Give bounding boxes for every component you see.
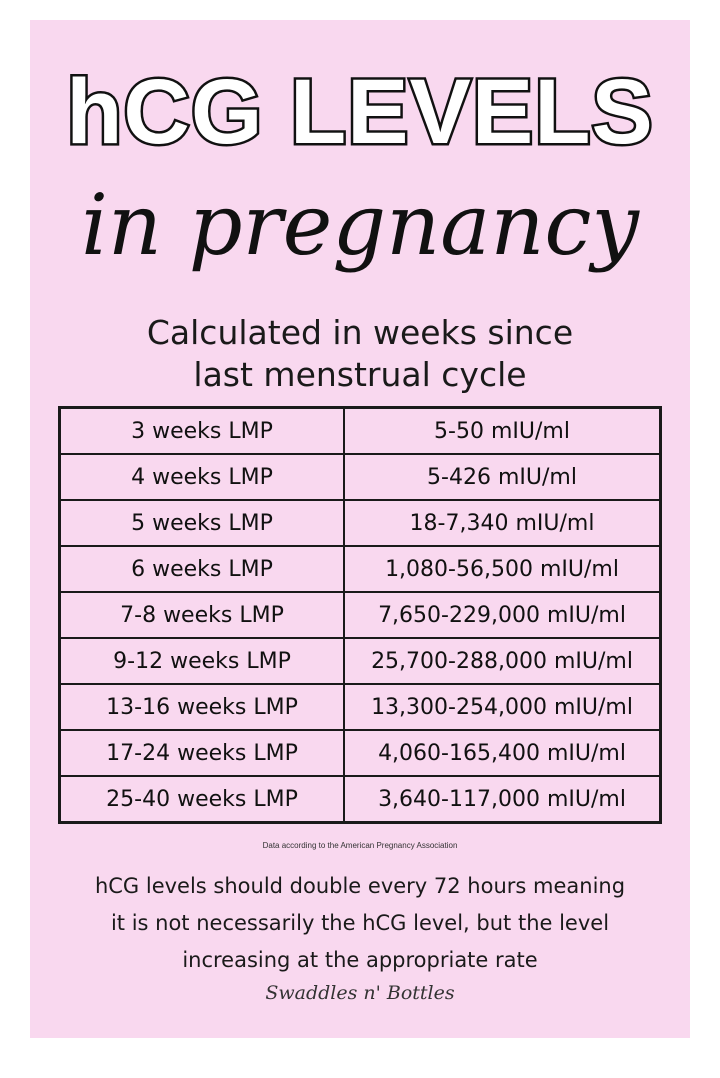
level-cell: 5-426 mIU/ml	[343, 453, 662, 501]
brand-signature: Swaddles n' Bottles	[265, 982, 455, 1004]
table-row: 13-16 weeks LMP 13,300-254,000 mIU/ml	[58, 683, 662, 731]
weeks-cell: 25-40 weeks LMP	[58, 775, 345, 824]
level-cell: 7,650-229,000 mIU/ml	[343, 591, 662, 639]
table-row: 5 weeks LMP 18-7,340 mIU/ml	[58, 499, 662, 547]
level-cell: 13,300-254,000 mIU/ml	[343, 683, 662, 731]
table-row: 9-12 weeks LMP 25,700-288,000 mIU/ml	[58, 637, 662, 685]
level-cell: 4,060-165,400 mIU/ml	[343, 729, 662, 777]
source-note: Data according to the American Pregnancy…	[262, 841, 458, 850]
table-row: 7-8 weeks LMP 7,650-229,000 mIU/ml	[58, 591, 662, 639]
infographic-card: hCG LEVELS in pregnancy Calculated in we…	[30, 20, 690, 1038]
weeks-cell: 13-16 weeks LMP	[58, 683, 345, 731]
level-cell: 18-7,340 mIU/ml	[343, 499, 662, 547]
level-cell: 5-50 mIU/ml	[343, 406, 662, 455]
doubling-note: hCG levels should double every 72 hours …	[50, 868, 670, 979]
level-cell: 25,700-288,000 mIU/ml	[343, 637, 662, 685]
weeks-cell: 9-12 weeks LMP	[58, 637, 345, 685]
level-cell: 3,640-117,000 mIU/ml	[343, 775, 662, 824]
weeks-cell: 6 weeks LMP	[58, 545, 345, 593]
weeks-cell: 17-24 weeks LMP	[58, 729, 345, 777]
weeks-cell: 4 weeks LMP	[58, 453, 345, 501]
hcg-levels-table: 3 weeks LMP 5-50 mIU/ml 4 weeks LMP 5-42…	[58, 406, 662, 824]
table-row: 3 weeks LMP 5-50 mIU/ml	[58, 406, 662, 455]
table-row: 17-24 weeks LMP 4,060-165,400 mIU/ml	[58, 729, 662, 777]
note-line-1: hCG levels should double every 72 hours …	[94, 874, 626, 898]
table-row: 4 weeks LMP 5-426 mIU/ml	[58, 453, 662, 501]
page-title: hCG LEVELS	[64, 60, 656, 165]
subtitle-line-1: Calculated in weeks since	[146, 313, 574, 352]
script-subtitle: in pregnancy	[81, 176, 639, 274]
table-row: 25-40 weeks LMP 3,640-117,000 mIU/ml	[58, 775, 662, 824]
note-line-2: it is not necessarily the hCG level, but…	[110, 911, 610, 935]
table-row: 6 weeks LMP 1,080-56,500 mIU/ml	[58, 545, 662, 593]
weeks-cell: 3 weeks LMP	[58, 406, 345, 455]
subtitle: Calculated in weeks since last menstrual…	[30, 312, 690, 396]
note-line-3: increasing at the appropriate rate	[182, 948, 538, 972]
level-cell: 1,080-56,500 mIU/ml	[343, 545, 662, 593]
subtitle-line-2: last menstrual cycle	[193, 355, 527, 394]
weeks-cell: 5 weeks LMP	[58, 499, 345, 547]
weeks-cell: 7-8 weeks LMP	[58, 591, 345, 639]
